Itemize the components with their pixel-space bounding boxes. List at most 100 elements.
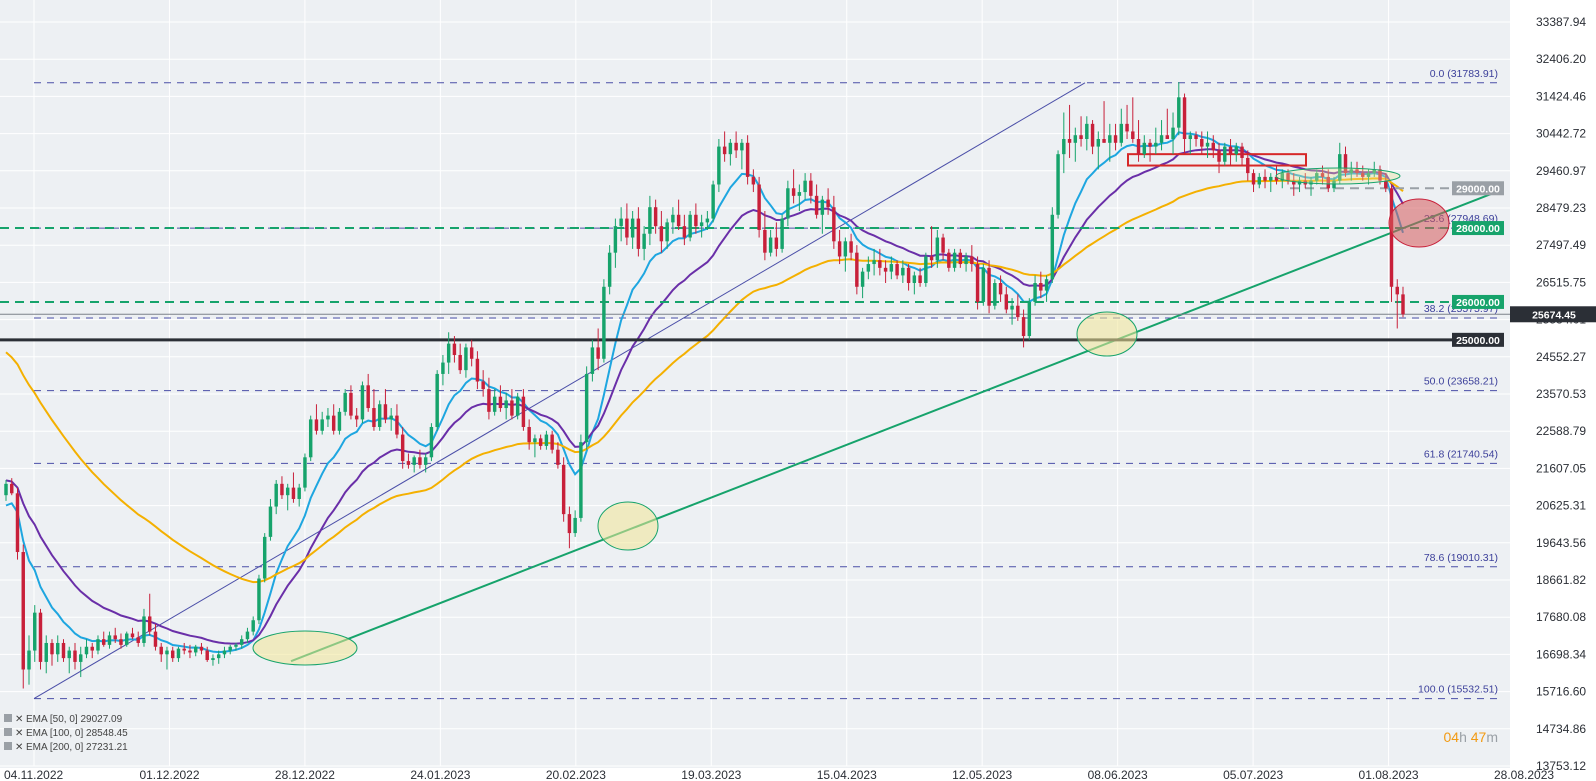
candle (216, 650, 221, 664)
candle-body (159, 646, 163, 655)
candle (366, 373, 370, 412)
candle-body (406, 461, 411, 465)
candle-body (906, 267, 911, 283)
candle-body (222, 650, 227, 655)
candle (199, 642, 204, 655)
candle (1073, 127, 1078, 162)
candle (153, 624, 158, 651)
candle-body (481, 381, 485, 390)
candle-body (216, 654, 221, 659)
candle (337, 408, 342, 435)
candle-body (1355, 169, 1359, 174)
candle (38, 608, 43, 670)
candle (1309, 176, 1313, 196)
candle (274, 480, 278, 515)
candle (573, 510, 577, 537)
candle-body (1217, 150, 1221, 162)
candle (1251, 169, 1256, 193)
candle-body (383, 404, 388, 420)
candle-body (584, 373, 589, 443)
candle-body (320, 419, 324, 431)
x-tick-label: 19.03.2023 (681, 768, 741, 781)
candle (4, 480, 8, 501)
candle (1108, 123, 1112, 162)
candle (73, 642, 77, 670)
candle-body (504, 400, 508, 409)
x-tick-label: 01.08.2023 (1359, 768, 1419, 781)
candle (1355, 161, 1359, 177)
candle-body (1182, 97, 1187, 140)
candle (567, 506, 572, 549)
fib-level-label: 61.8 (21740.54) (1424, 448, 1498, 460)
candle (1085, 116, 1089, 151)
candle-body (498, 396, 503, 409)
candle (780, 214, 784, 253)
candle (728, 139, 733, 166)
candle-body (1062, 139, 1066, 155)
y-tick-label: 29460.97 (1536, 164, 1586, 178)
candle (763, 211, 767, 261)
candle-body (1165, 135, 1170, 140)
candle (579, 434, 583, 522)
candle (303, 453, 307, 492)
candle (527, 419, 531, 450)
candle (487, 377, 491, 420)
candle (671, 207, 675, 234)
candle (814, 184, 819, 219)
candle-body (630, 218, 635, 238)
candle-body (659, 226, 664, 242)
candle (96, 635, 100, 655)
candle-body (1039, 282, 1043, 291)
candle-body (636, 218, 641, 249)
candle (1125, 104, 1129, 140)
y-tick-label: 14734.86 (1536, 722, 1586, 736)
candle (21, 544, 25, 689)
candle-body (412, 457, 416, 465)
candle (33, 605, 37, 662)
candle-body (803, 180, 807, 193)
candle (268, 498, 273, 541)
y-tick-label: 26515.75 (1536, 275, 1586, 289)
y-tick-label: 30442.72 (1536, 127, 1586, 141)
y-tick-label: 15716.60 (1536, 685, 1586, 699)
candle-body (515, 396, 520, 416)
candle (159, 642, 163, 662)
candle (297, 483, 301, 507)
candle (125, 631, 129, 647)
candle-body (188, 650, 192, 653)
candle (136, 631, 140, 647)
candle (1366, 169, 1371, 185)
candle (1039, 271, 1043, 299)
candle (1395, 279, 1399, 329)
candle (1378, 165, 1382, 185)
candle (113, 627, 117, 643)
candle-body (682, 226, 687, 238)
candle-body (837, 241, 842, 257)
candle-body (676, 214, 681, 227)
candle (280, 476, 284, 499)
candle (228, 644, 232, 655)
candle (1240, 142, 1244, 166)
candle (245, 627, 250, 643)
candle (84, 639, 89, 659)
candle-body (61, 642, 66, 659)
candle-body (832, 207, 836, 242)
candle-body (1079, 135, 1083, 140)
candle-body (297, 487, 301, 499)
candle (1269, 173, 1273, 193)
candle-body (1159, 135, 1164, 143)
candle (1349, 161, 1353, 181)
candle (515, 392, 520, 420)
candle (596, 328, 600, 371)
candle (855, 245, 859, 295)
candle-body (153, 631, 158, 647)
candle-body (866, 264, 871, 272)
candle-body (987, 267, 991, 306)
candle (538, 434, 543, 450)
candle-body (1378, 169, 1382, 181)
candle-body (73, 650, 77, 662)
candle (906, 264, 911, 291)
candle (981, 264, 986, 306)
timer-part: m (1486, 729, 1498, 745)
candle (193, 644, 198, 657)
